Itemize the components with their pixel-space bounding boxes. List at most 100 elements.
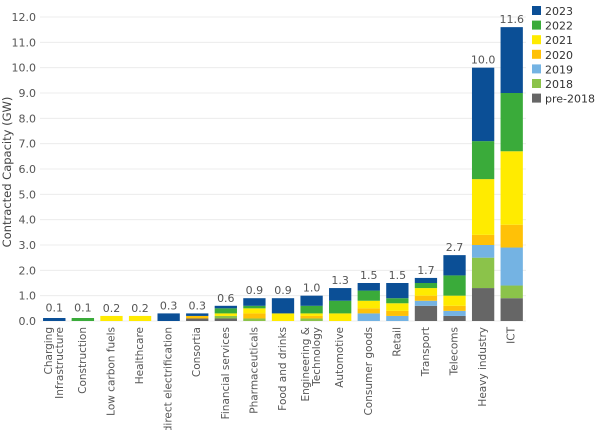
bar-total-label: 1.5	[360, 269, 378, 282]
x-category-label-line: Retail	[391, 327, 403, 357]
x-category-label-line: Transport	[420, 327, 432, 377]
x-category-label-line: ICT	[506, 326, 518, 343]
bar-total-label: 2.7	[446, 241, 464, 254]
bar-segment-2021	[414, 288, 438, 296]
legend-label-2022: 2022	[545, 20, 573, 33]
legend-label-2023: 2023	[545, 5, 573, 18]
x-category-label: ICT	[506, 326, 518, 343]
bar-segment-2020	[300, 315, 323, 319]
legend-swatch-2020	[532, 49, 541, 59]
bar-segment-2019	[357, 313, 380, 321]
bar-segment-2019	[471, 245, 495, 258]
bar-segment-2023	[329, 288, 352, 301]
legend-label-2020: 2020	[545, 49, 573, 62]
bar-total-label: 1.7	[417, 264, 435, 277]
bar-baseline-marker	[71, 318, 95, 321]
x-category-label: Low carbon fuels	[105, 327, 117, 416]
x-category-label-line: Technology	[311, 327, 323, 387]
x-category-label-line: Healthcare	[134, 327, 146, 384]
legend-label-2021: 2021	[545, 34, 573, 47]
x-category-label-line: Pharmaceuticals	[248, 327, 260, 414]
legend-swatch-2019	[532, 64, 541, 74]
bar-segment-2020	[414, 295, 438, 301]
x-category-label: Telecoms	[449, 327, 461, 376]
bar-segment-2021	[471, 179, 495, 235]
bar-segment-2023	[271, 298, 295, 314]
bar-segment-2020	[386, 310, 409, 316]
bar-segment-2021	[214, 313, 237, 316]
x-category-label: Food and drinks	[277, 327, 289, 411]
bar-segment-2019	[414, 300, 438, 306]
y-tick-label: 8.0	[19, 112, 37, 125]
x-category-label-line: Infrastructure	[54, 327, 66, 399]
bar-segment-pre-2018	[443, 315, 466, 321]
bar-segment-2023	[386, 283, 409, 299]
x-category-label-line: Charging	[43, 327, 55, 374]
bar-segment-2022	[243, 305, 266, 309]
bar-segment-pre-2018	[414, 305, 438, 321]
y-tick-label: 5.0	[19, 188, 37, 201]
bar-segment-2021	[300, 313, 323, 316]
bars-layer	[43, 27, 523, 321]
legend-swatch-2021	[532, 35, 541, 45]
legend-label-2019: 2019	[545, 63, 573, 76]
bar-segment-2023	[471, 67, 495, 142]
bar-segment-2020	[357, 308, 380, 314]
bar-segment-2023	[500, 27, 523, 94]
x-category-label: Heavy industry	[477, 327, 489, 407]
bar-total-label: 0.9	[274, 284, 292, 297]
x-category-label: Indirect electrification	[163, 327, 175, 430]
x-category-label-line: Consortia	[191, 327, 203, 377]
legend-swatch-2022	[532, 20, 541, 30]
y-tick-label: 9.0	[19, 87, 37, 100]
x-category-label: Construction	[77, 327, 89, 394]
bar-segment-2022	[214, 308, 237, 314]
y-tick-label: 2.0	[19, 264, 37, 277]
bar-segment-2021	[443, 295, 466, 306]
bar-total-label: 1.3	[331, 274, 349, 287]
x-category-label: Retail	[391, 327, 403, 357]
bar-segment-2021	[128, 315, 152, 321]
bar-segment-2022	[500, 93, 523, 152]
bar-total-label: 11.6	[499, 13, 524, 26]
x-category-label: Financial services	[220, 327, 232, 419]
x-category-label-line: Indirect electrification	[163, 327, 175, 430]
x-category-label-line: Consumer goods	[363, 327, 375, 416]
bar-total-label: 0.6	[217, 292, 235, 305]
bar-segment-2018	[471, 257, 495, 289]
grid-layer	[40, 16, 526, 322]
x-category-label-line: Engineering &	[300, 327, 312, 402]
y-tick-label: 3.0	[19, 239, 37, 252]
bar-total-label: 0.2	[131, 302, 149, 315]
bar-segment-2023	[243, 298, 266, 306]
legend-label-2018: 2018	[545, 78, 573, 91]
bar-segment-2022	[414, 283, 438, 289]
y-tick-label: 7.0	[19, 138, 37, 151]
x-axis: ChargingInfrastructure Construction Low ca…	[43, 326, 518, 430]
x-category-label-line: Food and drinks	[277, 327, 289, 411]
bar-segment-2018	[300, 318, 323, 321]
bar-segment-pre-2018	[186, 318, 209, 321]
bar-segment-2021	[100, 315, 123, 321]
bar-segment-2022	[471, 141, 495, 180]
bar-segment-2019	[443, 310, 466, 316]
y-tick-label: 12.0	[12, 11, 37, 24]
bar-segment-2020	[186, 315, 209, 319]
y-tick-label: 6.0	[19, 163, 37, 176]
bar-baseline-marker	[43, 318, 66, 321]
bar-segment-pre-2018	[471, 288, 495, 321]
y-tick-label: 1.0	[19, 290, 37, 303]
bar-segment-pre-2018	[214, 318, 237, 321]
bar-total-label: 0.2	[103, 302, 121, 315]
x-category-label: Consortia	[191, 327, 203, 377]
y-axis-title: Contracted Capacity (GW)	[0, 97, 14, 248]
bar-segment-2021	[271, 313, 295, 321]
bar-segment-2022	[329, 300, 352, 314]
y-axis: 0.0 1.0 2.0 3.0 4.0 5.0 6.0 7.0 8.0 9.0 10.0 11.0 12…	[12, 11, 37, 328]
legend-label-pre-2018: pre-2018	[545, 93, 595, 106]
bar-segment-2021	[329, 313, 352, 321]
bar-total-label: 0.3	[160, 299, 178, 312]
